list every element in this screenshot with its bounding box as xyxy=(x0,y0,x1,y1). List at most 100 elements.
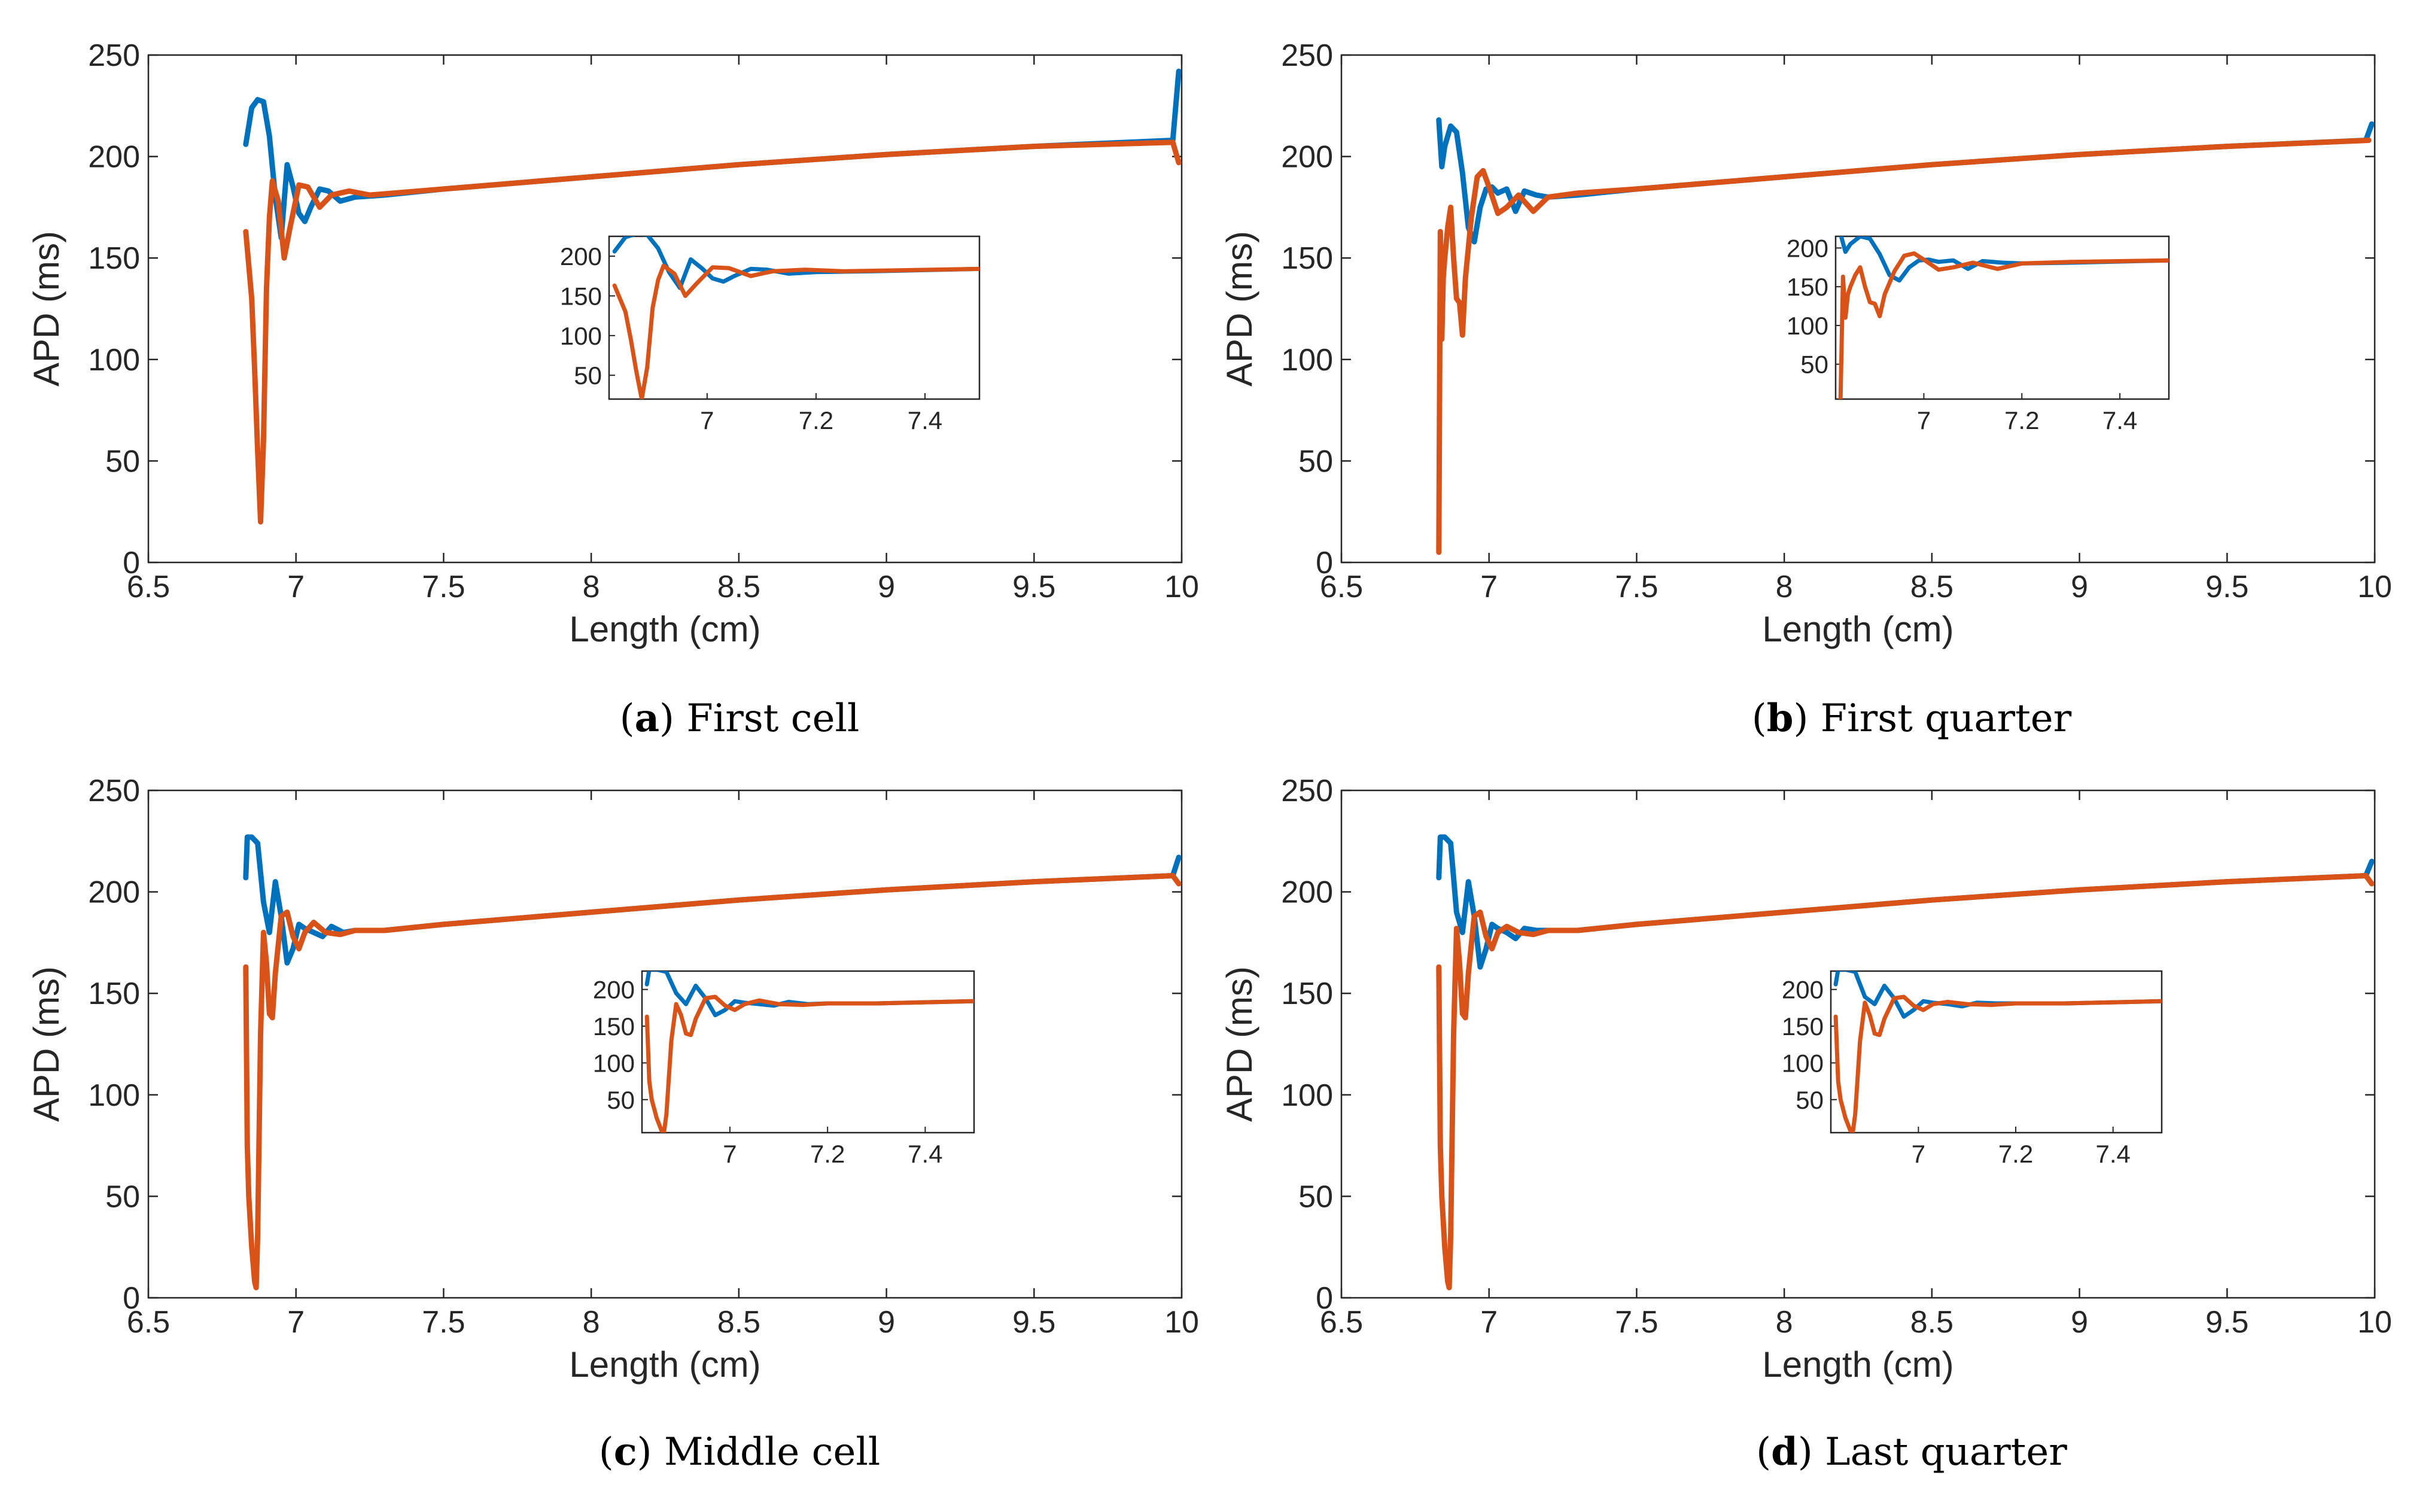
series-line-orange xyxy=(1436,138,2372,555)
axes-box xyxy=(147,54,1183,564)
caption-text: Middle cell xyxy=(664,1430,880,1474)
y-tick-label: 150 xyxy=(1281,241,1333,276)
x-axis-label: Length (cm) xyxy=(1762,609,1953,649)
inset-y-tick-label: 200 xyxy=(1782,976,1824,1004)
inset-y-tick-label: 100 xyxy=(593,1049,635,1077)
inset-x-tick-label: 7 xyxy=(700,406,714,434)
inset-y-tick-label: 150 xyxy=(1787,273,1828,301)
y-axis-label: APD (ms) xyxy=(1219,966,1259,1122)
y-tick-label: 250 xyxy=(1281,38,1333,73)
inset-x-tick-label: 7.4 xyxy=(2102,406,2137,434)
inset-x-tick-label: 7.2 xyxy=(2004,406,2039,434)
axes-box xyxy=(1340,789,2376,1299)
inset-x-tick-label: 7.2 xyxy=(799,406,833,434)
y-tick-label: 0 xyxy=(1316,546,1333,580)
inset-box xyxy=(641,970,975,1134)
y-tick-label: 100 xyxy=(88,343,140,378)
x-tick-label: 8 xyxy=(583,570,600,604)
caption-paren-open: ( xyxy=(620,696,635,741)
y-tick-label: 150 xyxy=(1281,976,1333,1011)
x-tick-label: 7.5 xyxy=(1615,570,1658,604)
y-tick-label: 150 xyxy=(88,241,140,276)
inset-x-tick-label: 7 xyxy=(1917,406,1931,434)
inset-x-tick-label: 7.4 xyxy=(908,406,942,434)
y-tick-label: 0 xyxy=(1316,1281,1333,1316)
caption-paren-open: ( xyxy=(1752,696,1767,741)
inset-x-tick-label: 7 xyxy=(723,1140,737,1168)
x-tick-label: 7 xyxy=(287,570,305,604)
caption-letter: b xyxy=(1767,696,1794,741)
series-line-orange xyxy=(1436,873,2375,1291)
y-tick-label: 50 xyxy=(1298,444,1333,479)
y-tick-label: 100 xyxy=(1281,1078,1333,1113)
y-tick-label: 0 xyxy=(123,546,140,580)
caption-paren-close: ) xyxy=(659,696,686,741)
series-line-blue xyxy=(1436,117,2375,245)
inset-series-line-blue xyxy=(644,971,974,1018)
x-axis-label: Length (cm) xyxy=(569,1344,760,1385)
y-tick-label: 200 xyxy=(88,875,140,910)
inset-series-line-orange xyxy=(1833,994,2162,1133)
inset-x-tick-label: 7.2 xyxy=(810,1140,845,1168)
y-tick-label: 200 xyxy=(1281,875,1333,910)
y-axis-label: APD (ms) xyxy=(26,966,66,1122)
caption-a: (a) First cell xyxy=(620,696,860,741)
x-tick-label: 8.5 xyxy=(717,570,760,604)
x-tick-label: 8 xyxy=(1776,1305,1793,1340)
x-tick-label: 8.5 xyxy=(1910,570,1953,604)
x-tick-label: 6.5 xyxy=(1320,570,1363,604)
inset-x-tick-label: 7.4 xyxy=(908,1140,942,1168)
inset-y-tick-label: 100 xyxy=(560,322,602,350)
y-axis-label: APD (ms) xyxy=(26,231,66,387)
y-tick-label: 200 xyxy=(1281,140,1333,175)
x-tick-label: 9.5 xyxy=(1012,570,1055,604)
x-tick-label: 9 xyxy=(2071,570,2088,604)
x-tick-label: 6.5 xyxy=(127,570,170,604)
x-tick-label: 7.5 xyxy=(422,1305,465,1340)
inset-x-tick-label: 7.2 xyxy=(1998,1140,2033,1168)
x-tick-label: 8.5 xyxy=(717,1305,760,1340)
caption-paren-close: ) xyxy=(1793,696,1820,741)
x-tick-label: 8.5 xyxy=(1910,1305,1953,1340)
x-tick-label: 10 xyxy=(2357,1305,2392,1340)
axes-box xyxy=(147,789,1183,1299)
inset-y-tick-label: 200 xyxy=(593,976,635,1004)
inset-x-tick-label: 7.4 xyxy=(2095,1140,2130,1168)
x-tick-label: 9.5 xyxy=(2205,1305,2248,1340)
caption-paren-close: ) xyxy=(637,1430,664,1474)
inset-series-line-orange xyxy=(644,994,974,1133)
inset-y-tick-label: 100 xyxy=(1782,1049,1824,1077)
inset-b: 7 7.2 7.4 50 100 150 200 xyxy=(1787,234,2170,434)
y-tick-label: 250 xyxy=(88,38,140,73)
x-tick-label: 10 xyxy=(1164,570,1199,604)
x-tick-label: 9 xyxy=(2071,1305,2088,1340)
x-tick-label: 8 xyxy=(1776,570,1793,604)
caption-text: Last quarter xyxy=(1825,1430,2067,1474)
caption-letter: c xyxy=(614,1429,637,1474)
x-tick-label: 9.5 xyxy=(2205,570,2248,604)
inset-series-line-orange xyxy=(612,263,979,399)
inset-y-tick-label: 50 xyxy=(607,1086,635,1114)
y-tick-label: 200 xyxy=(88,140,140,175)
inset-a: 7 7.2 7.4 50 100 150 200 xyxy=(560,235,981,434)
x-tick-label: 6.5 xyxy=(127,1305,170,1340)
caption-text: First quarter xyxy=(1821,696,2072,741)
y-tick-label: 250 xyxy=(88,774,140,808)
inset-y-tick-label: 150 xyxy=(560,282,602,311)
y-tick-label: 50 xyxy=(1298,1179,1333,1214)
y-axis-label: APD (ms) xyxy=(1219,231,1259,387)
y-tick-label: 100 xyxy=(88,1078,140,1113)
inset-series-line-blue xyxy=(1839,236,2169,283)
inset-y-tick-label: 100 xyxy=(1787,312,1828,340)
y-tick-label: 100 xyxy=(1281,343,1333,378)
caption-paren-open: ( xyxy=(1756,1430,1771,1474)
series-line-orange xyxy=(243,139,1182,525)
caption-text: First cell xyxy=(686,696,859,741)
x-tick-label: 6.5 xyxy=(1320,1305,1363,1340)
y-tick-label: 50 xyxy=(105,1179,140,1214)
x-tick-label: 9 xyxy=(878,1305,895,1340)
inset-x-tick-label: 7 xyxy=(1912,1140,1925,1168)
